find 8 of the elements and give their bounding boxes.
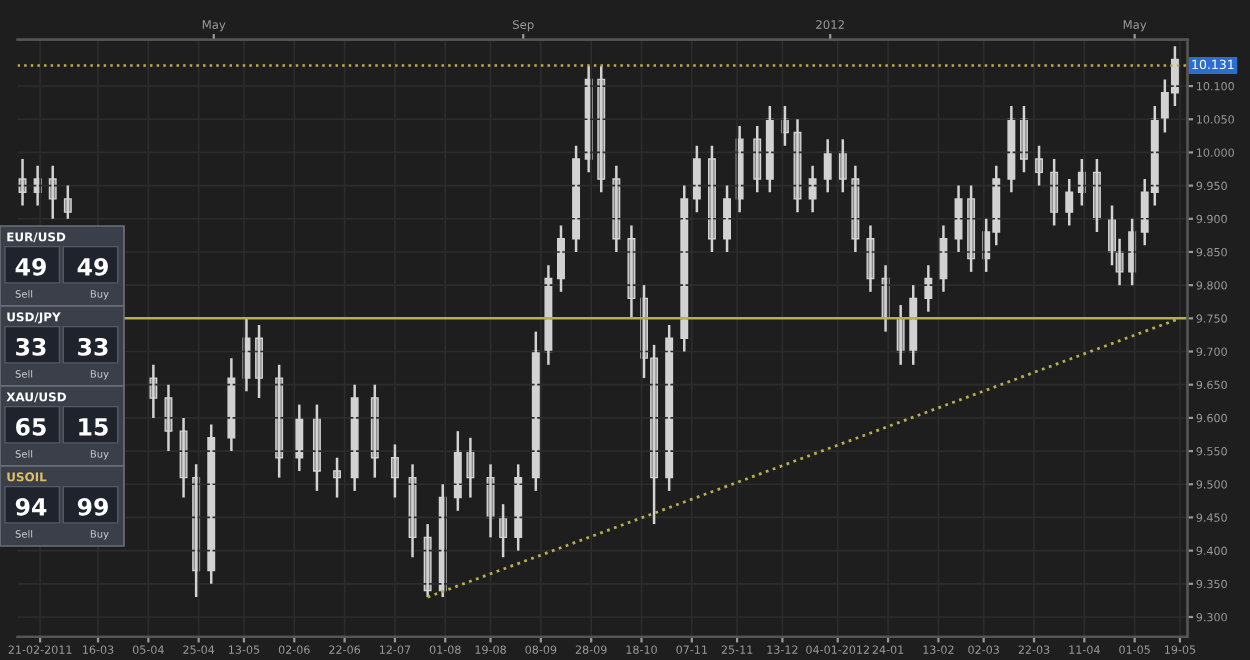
annotation: 49 <box>15 257 46 276</box>
annotation: 94 <box>15 497 47 516</box>
annotation: 15 <box>79 418 108 436</box>
annotation: 65 <box>16 417 46 436</box>
annotation: 49 <box>77 257 108 276</box>
annotation: 99 <box>77 497 108 516</box>
annotation: 33 <box>78 337 108 356</box>
annotation: 33 <box>16 337 46 356</box>
